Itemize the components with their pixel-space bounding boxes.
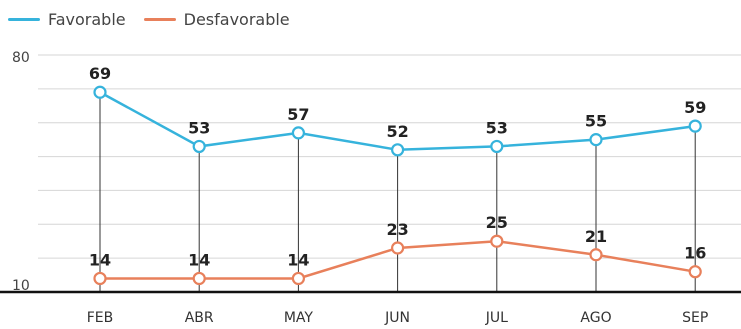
data-label-desfavorable-jul: 25	[486, 213, 508, 232]
data-labels: 69 53 57 52 53 55 59 14 14 14 23 25 21 16	[89, 64, 706, 269]
x-tick-label-jun: JUN	[384, 310, 410, 326]
data-label-favorable-abr: 53	[188, 118, 210, 137]
legend-item-desfavorable: Desfavorable	[143, 9, 290, 29]
point-desfavorable-sep	[688, 265, 702, 279]
data-label-favorable-jul: 53	[486, 118, 508, 137]
data-label-desfavorable-sep: 16	[684, 244, 706, 263]
point-favorable-abr	[192, 139, 206, 154]
legend-swatch-favorable	[8, 17, 40, 21]
data-label-favorable-jun: 52	[386, 122, 408, 141]
legend-label-favorable: Favorable	[48, 9, 126, 29]
tick-labels: 80 10 FEB ABR MAY JUN JUL AGO SEP	[12, 50, 708, 326]
x-tick-label-abr: ABR	[185, 310, 214, 326]
data-label-desfavorable-may: 14	[287, 250, 309, 269]
data-label-favorable-feb: 69	[89, 64, 111, 83]
point-favorable-ago	[589, 133, 603, 147]
point-desfavorable-ago	[589, 248, 603, 262]
point-favorable-jul	[490, 139, 504, 154]
data-label-favorable-ago: 55	[585, 112, 607, 131]
data-label-favorable-may: 57	[287, 105, 309, 124]
legend-item-favorable: Favorable	[8, 10, 126, 29]
data-label-favorable-sep: 59	[684, 98, 706, 117]
x-tick-label-jul: JUL	[485, 310, 508, 326]
legend: Favorable Desfavorable	[8, 6, 308, 32]
point-desfavorable-abr	[192, 271, 206, 286]
data-label-desfavorable-ago: 21	[585, 227, 607, 246]
data-label-desfavorable-feb: 14	[89, 250, 111, 269]
drop-lines	[99, 92, 696, 292]
data-label-desfavorable-jun: 23	[386, 220, 408, 239]
x-tick-label-may: MAY	[284, 310, 314, 326]
point-favorable-feb	[93, 85, 107, 99]
x-tick-label-ago: AGO	[580, 310, 611, 326]
data-label-desfavorable-abr: 14	[188, 250, 210, 269]
point-desfavorable-jun	[391, 241, 405, 255]
series-layer	[93, 85, 702, 286]
point-favorable-may	[291, 126, 305, 140]
legend-label-desfavorable: Desfavorable	[183, 9, 290, 29]
legend-swatch-desfavorable	[143, 17, 176, 21]
point-desfavorable-may	[291, 271, 305, 286]
x-tick-label-feb: FEB	[87, 310, 114, 326]
y-tick-label-top: 80	[12, 50, 30, 66]
point-favorable-sep	[688, 119, 702, 133]
point-desfavorable-jul	[490, 234, 504, 248]
grid-layer	[38, 54, 741, 259]
y-tick-label-bottom: 10	[12, 278, 30, 294]
point-desfavorable-feb	[93, 271, 107, 286]
x-tick-label-sep: SEP	[682, 310, 708, 326]
point-favorable-jun	[391, 143, 405, 157]
